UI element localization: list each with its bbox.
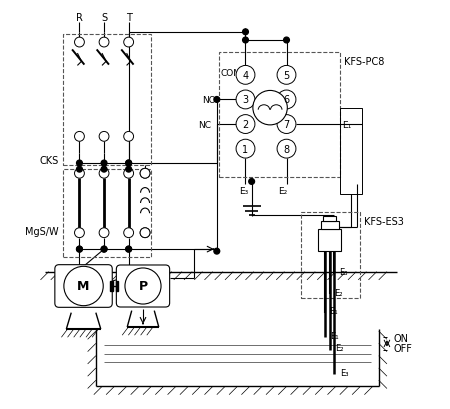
Circle shape [126,161,131,166]
Circle shape [75,169,84,179]
Bar [320,222,338,229]
Circle shape [101,247,107,252]
Circle shape [214,97,220,103]
Circle shape [236,140,255,159]
Circle shape [284,38,289,44]
Circle shape [76,247,82,252]
Bar [110,281,113,291]
Text: 2: 2 [243,120,248,130]
Circle shape [99,38,109,48]
Circle shape [277,91,296,110]
Text: E₁: E₁ [329,306,338,315]
Bar [323,217,336,222]
Text: E₃: E₃ [239,186,248,195]
Text: ON: ON [393,334,408,344]
Bar [301,213,360,299]
Text: E₃: E₃ [340,368,348,377]
FancyBboxPatch shape [55,265,112,308]
Text: P: P [139,280,148,293]
Bar [219,53,340,178]
Bar [63,35,151,166]
Text: E₁: E₁ [330,331,338,340]
Text: KFS-ES3: KFS-ES3 [364,217,404,227]
Bar [340,108,362,194]
Text: E₂: E₂ [334,288,343,297]
Text: 3: 3 [243,95,248,105]
Text: E₂: E₂ [335,343,343,352]
Circle shape [140,228,150,238]
Circle shape [253,91,287,126]
Circle shape [236,91,255,110]
Circle shape [76,247,82,252]
Circle shape [125,268,161,304]
Circle shape [101,247,107,252]
Text: T: T [126,13,131,23]
Text: 4: 4 [243,71,248,81]
Circle shape [124,38,134,48]
Circle shape [243,38,248,44]
Circle shape [75,38,84,48]
Text: KFS-PC8: KFS-PC8 [344,57,384,67]
Circle shape [124,228,134,238]
Circle shape [64,267,103,306]
Text: 1: 1 [243,144,248,154]
Text: 7: 7 [284,120,290,130]
Text: NC: NC [198,120,211,129]
Circle shape [126,161,131,166]
Circle shape [76,161,82,166]
Circle shape [140,169,150,179]
Text: 6: 6 [284,95,289,105]
Bar [318,229,341,252]
Text: COM: COM [221,69,242,78]
Circle shape [124,169,134,179]
Circle shape [101,167,107,173]
Circle shape [124,132,134,142]
Circle shape [277,66,296,85]
Circle shape [243,30,248,36]
Circle shape [249,179,255,185]
Circle shape [277,115,296,134]
Text: NO: NO [202,96,216,105]
Text: E₁: E₁ [342,120,351,129]
Circle shape [101,161,107,166]
Circle shape [236,115,255,134]
Text: E₂: E₂ [278,186,287,195]
Circle shape [126,247,131,252]
Circle shape [75,132,84,142]
Text: E₃: E₃ [339,267,348,276]
Circle shape [76,167,82,173]
Circle shape [214,249,220,254]
Circle shape [126,247,131,252]
Circle shape [140,169,150,179]
Text: R: R [76,13,83,23]
Circle shape [277,140,296,159]
Text: 8: 8 [284,144,289,154]
Circle shape [126,167,131,173]
Circle shape [75,228,84,238]
Circle shape [99,228,109,238]
Text: CKS: CKS [40,156,59,166]
Bar [116,281,118,291]
Bar [63,170,151,258]
Circle shape [99,132,109,142]
Text: OFF: OFF [393,344,412,353]
Circle shape [236,66,255,85]
Circle shape [99,169,109,179]
Text: 5: 5 [284,71,290,81]
Text: M: M [77,280,90,293]
Circle shape [140,228,150,238]
FancyBboxPatch shape [117,265,170,307]
Text: MgS/W: MgS/W [25,226,59,236]
Text: S: S [101,13,107,23]
